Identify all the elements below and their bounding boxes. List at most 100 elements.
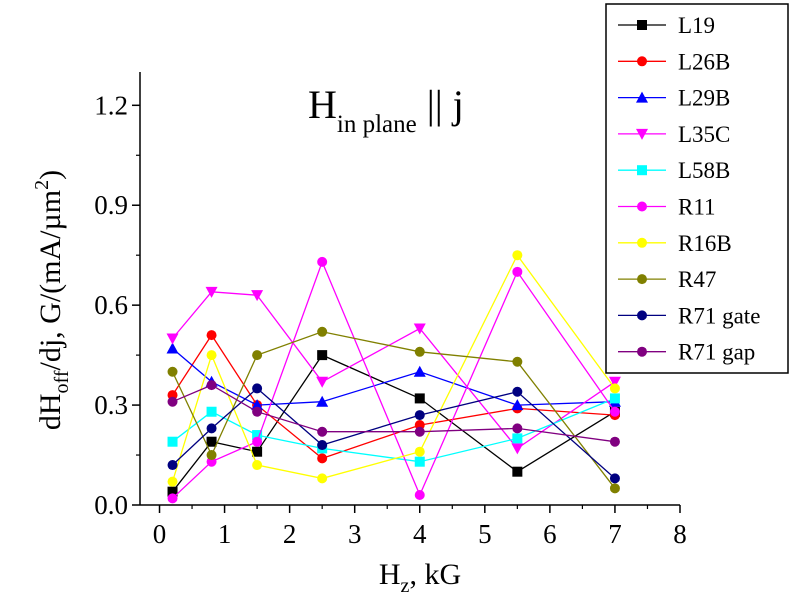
x-tick-label: 3 <box>348 519 362 549</box>
y-axis-title-p2: /dj, G/(mA/µm <box>34 190 67 371</box>
data-point <box>252 430 263 441</box>
x-tick-label: 5 <box>478 519 492 549</box>
data-point <box>167 366 178 377</box>
legend-entry: R71 gap <box>618 340 755 365</box>
data-point <box>251 399 264 411</box>
series-r11 <box>167 256 620 504</box>
data-point <box>414 346 425 357</box>
data-point <box>317 453 328 464</box>
ticks: 0 1 2 3 4 5 6 7 8 0.0 0.3 0.6 0.9 1.2 <box>94 90 687 549</box>
data-point <box>609 483 620 494</box>
series-r16b <box>167 250 620 487</box>
x-tick-label: 7 <box>608 519 622 549</box>
data-point <box>317 426 328 437</box>
legend-label: R16B <box>678 231 732 256</box>
legend-marker <box>636 128 648 140</box>
legend-label: L19 <box>678 13 715 38</box>
plot-area <box>166 250 621 504</box>
legend-label: L35C <box>678 122 730 147</box>
data-point <box>206 330 217 341</box>
x-tick-label: 6 <box>543 519 557 549</box>
data-point <box>511 443 524 455</box>
x-tick-label: 8 <box>673 519 687 549</box>
legend-entry: R16B <box>618 231 732 256</box>
x-axis-title-main: H <box>379 558 401 591</box>
legend-label: L26B <box>678 49 730 74</box>
legend-label: R47 <box>678 267 716 292</box>
data-point <box>512 250 523 261</box>
x-tick-label: 1 <box>218 519 232 549</box>
data-point <box>413 365 426 377</box>
data-point <box>206 450 217 461</box>
data-point <box>316 376 329 388</box>
x-tick-label: 4 <box>413 519 427 549</box>
y-tick-label: 0.6 <box>94 290 128 320</box>
legend: L19 L26B L29B L35C L58B R11 R16B R47 R71 gate R71… <box>605 3 789 374</box>
data-point <box>252 350 263 361</box>
y-tick-label: 0.0 <box>94 490 128 520</box>
data-point <box>608 376 621 388</box>
series-l26b <box>167 330 620 464</box>
x-tick-label: 2 <box>283 519 297 549</box>
legend-entry: R11 <box>618 195 716 220</box>
y-tick-label: 0.9 <box>94 190 128 220</box>
x-axis-title-rest: , kG <box>409 558 461 591</box>
legend-box <box>605 3 789 374</box>
data-point <box>414 410 425 421</box>
data-point <box>252 446 263 457</box>
legend-marker <box>637 201 647 212</box>
y-tick-label: 0.3 <box>94 390 128 420</box>
data-point <box>609 473 620 484</box>
data-point <box>317 473 328 484</box>
data-point <box>316 395 329 407</box>
data-point <box>512 356 523 367</box>
legend-marker <box>636 91 648 103</box>
legend-entry: L35C <box>618 122 730 147</box>
y-axis-title: dHoff/dj, G/(mA/µm2) <box>31 170 73 430</box>
series-r71-gate <box>167 383 620 484</box>
data-point <box>167 486 178 497</box>
legend-marker <box>637 274 647 285</box>
data-point <box>252 460 263 471</box>
data-point <box>252 383 263 394</box>
legend-entry: L19 <box>618 13 715 38</box>
data-point <box>511 399 524 411</box>
data-point <box>252 406 263 417</box>
data-point <box>206 380 217 391</box>
legend-label: R71 gap <box>678 340 755 365</box>
data-point <box>512 466 523 477</box>
y-axis-title-p3: ) <box>34 170 67 180</box>
legend-marker <box>637 237 647 248</box>
legend-marker <box>637 165 647 176</box>
data-point <box>512 433 523 444</box>
data-point <box>414 393 425 404</box>
series-r47 <box>167 326 620 494</box>
data-point <box>317 326 328 337</box>
legend-marker <box>637 346 647 357</box>
data-point <box>414 456 425 467</box>
series-l29b <box>166 342 621 411</box>
legend-label: R11 <box>678 195 716 220</box>
data-point <box>166 342 179 354</box>
data-point <box>609 406 620 417</box>
x-tick-label: 0 <box>153 519 167 549</box>
data-point <box>317 256 328 267</box>
y-tick-label: 1.2 <box>94 90 128 120</box>
data-point <box>167 476 178 487</box>
data-point <box>206 423 217 434</box>
legend-entry: R47 <box>618 267 716 292</box>
y-axis-title-sub: off <box>51 370 73 393</box>
annotation-rest: || j <box>417 82 464 127</box>
data-point <box>166 333 179 345</box>
legend-entry: L58B <box>618 158 730 183</box>
legend-label: L58B <box>678 158 730 183</box>
data-point <box>317 440 328 451</box>
legend-marker <box>637 56 647 67</box>
legend-marker <box>637 20 647 30</box>
data-point <box>167 493 178 504</box>
data-point <box>512 266 523 277</box>
data-point <box>167 460 178 471</box>
data-point <box>512 423 523 434</box>
data-point <box>206 436 217 447</box>
data-point <box>414 426 425 437</box>
